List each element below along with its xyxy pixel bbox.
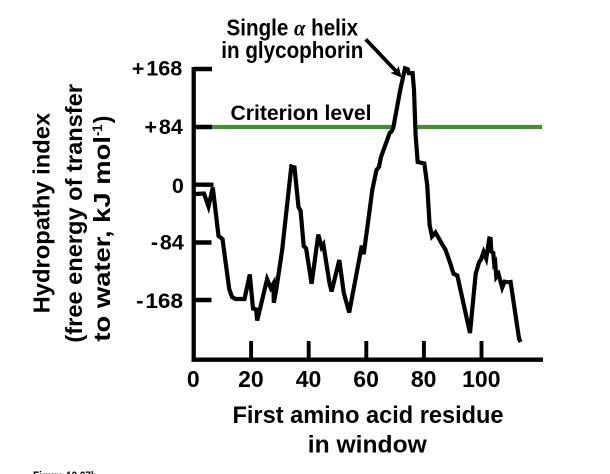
svg-text:): ) <box>89 116 115 124</box>
svg-text:20: 20 <box>238 366 264 392</box>
svg-text:+ 168: + 168 <box>132 56 183 80</box>
svg-text:to water, kJ mol: to water, kJ mol <box>89 136 115 342</box>
svg-text:(free energy of transfer: (free energy of transfer <box>61 84 87 343</box>
svg-text:+ 84: + 84 <box>145 115 183 139</box>
svg-text:Criterion level: Criterion level <box>231 100 372 125</box>
svg-text:40: 40 <box>296 366 322 392</box>
svg-text:First amino acid residue: First amino acid residue <box>233 402 504 429</box>
svg-text:0: 0 <box>187 366 200 392</box>
svg-text:in window: in window <box>308 431 427 458</box>
svg-text:0: 0 <box>172 174 184 198</box>
svg-text:in glycophorin: in glycophorin <box>221 37 363 63</box>
svg-text:Hydropathy index: Hydropathy index <box>29 113 55 314</box>
svg-text:Single α helix: Single α helix <box>227 14 359 41</box>
svg-text:- 168: - 168 <box>136 289 183 313</box>
svg-text:-1: -1 <box>89 124 105 136</box>
svg-text:80: 80 <box>411 366 437 392</box>
svg-text:- 84: - 84 <box>151 231 184 255</box>
svg-text:60: 60 <box>353 366 379 392</box>
svg-text:Figure 12.27b: Figure 12.27b <box>33 471 97 474</box>
svg-text:100: 100 <box>462 366 500 392</box>
